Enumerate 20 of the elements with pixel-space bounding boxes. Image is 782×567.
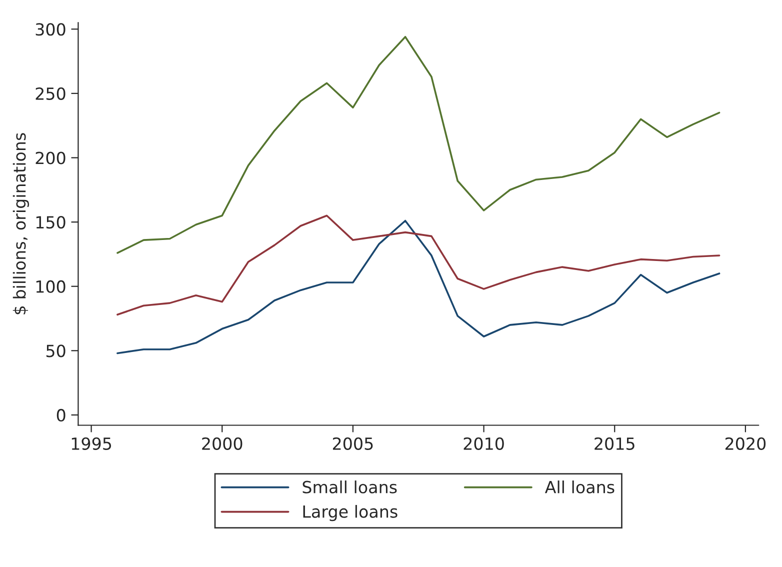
y-axis-title: $ billions, originations: [12, 133, 30, 314]
legend-label: Small loans: [302, 480, 397, 494]
x-tick-label: 2015: [594, 437, 634, 450]
y-tick-label: 0: [56, 408, 66, 422]
legend-label: All loans: [544, 480, 614, 494]
y-tick-label: 150: [36, 216, 66, 229]
x-tick-label: 1995: [72, 437, 112, 450]
y-tick-label: 50: [46, 344, 66, 358]
y-tick-label: 200: [36, 152, 66, 164]
line-series: [116, 36, 720, 254]
y-tick-label: 250: [36, 87, 66, 100]
legend-label: Large loans: [303, 504, 398, 522]
line-series: [116, 220, 720, 354]
y-tick-label: 100: [36, 280, 66, 293]
x-tick-label: 2020: [725, 437, 766, 450]
line-series: [116, 214, 720, 316]
y-tick-label: 300: [36, 23, 66, 36]
x-tick-label: 2010: [464, 437, 504, 450]
x-tick-label: 2005: [332, 437, 373, 450]
x-tick-label: 2000: [202, 437, 242, 450]
